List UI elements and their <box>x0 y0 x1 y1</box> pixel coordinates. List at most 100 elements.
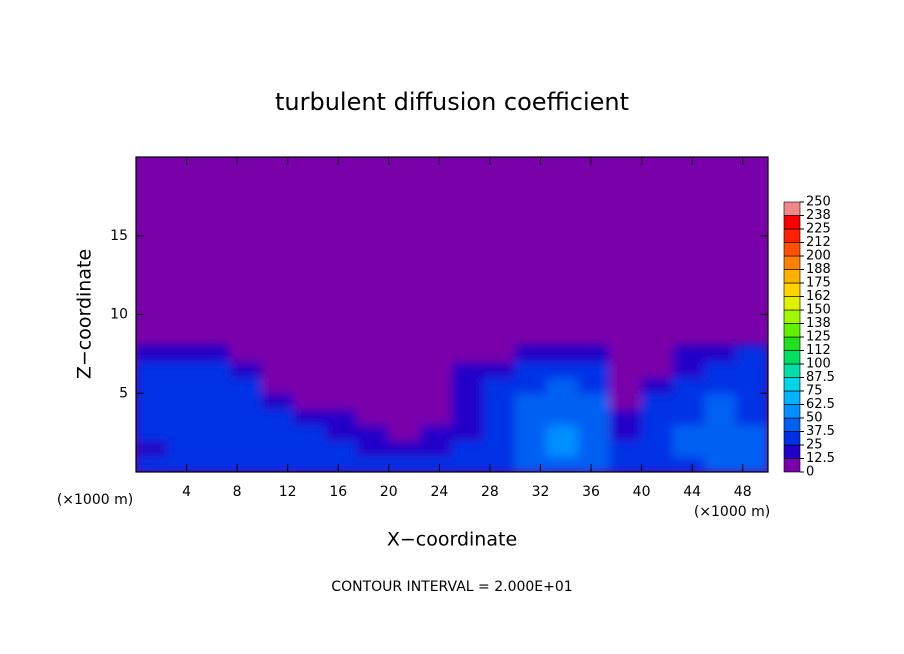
colorbar-label: 225 <box>806 222 831 237</box>
field-cell <box>230 440 263 457</box>
field-cell <box>167 455 200 472</box>
colorbar-label: 162 <box>806 289 831 304</box>
field-cell <box>577 345 611 363</box>
field-cell <box>261 424 295 441</box>
field-cell <box>704 408 737 426</box>
field-cell <box>609 408 643 426</box>
field-cell <box>325 361 358 378</box>
colorbar-band <box>783 282 801 297</box>
field-cell <box>325 455 358 472</box>
field-cell <box>577 455 611 472</box>
field-cell <box>514 377 548 394</box>
field-cell <box>136 345 169 363</box>
field-cell <box>167 408 200 426</box>
field-cell <box>136 424 169 441</box>
colorbar-label: 12.5 <box>806 451 835 466</box>
x-tick-label: 44 <box>683 484 701 500</box>
field-cell <box>325 345 358 363</box>
field-cell <box>230 408 263 426</box>
field-cell <box>672 377 706 394</box>
field-cell <box>641 424 674 441</box>
field-cell <box>672 392 706 410</box>
x-tick-label: 48 <box>734 484 752 500</box>
field-cell <box>735 455 768 472</box>
field-cell <box>704 440 737 457</box>
field-cell <box>735 361 768 378</box>
colorbar-label: 212 <box>806 235 831 250</box>
field-cell <box>230 377 263 394</box>
field-cell <box>704 424 737 441</box>
y-tick-label: 10 <box>110 307 128 323</box>
colorbar-band <box>783 323 801 338</box>
field-cell <box>483 345 516 363</box>
field-cell <box>451 377 485 394</box>
colorbar-label: 125 <box>806 330 831 345</box>
field-cell <box>356 424 390 441</box>
field-cell <box>514 408 548 426</box>
colorbar-band <box>783 444 801 459</box>
x-tick-label: 28 <box>481 484 499 500</box>
colorbar-label: 138 <box>806 316 831 331</box>
field-cell <box>230 455 263 472</box>
field-cell <box>514 440 548 457</box>
field-cell <box>483 392 516 410</box>
colorbar-band <box>783 269 801 284</box>
field-cell <box>483 408 516 426</box>
field-cell <box>672 345 706 363</box>
field-cell <box>546 392 579 410</box>
field-cell <box>293 424 327 441</box>
colorbar-label: 50 <box>806 411 823 426</box>
field-cell <box>451 455 485 472</box>
field-cell <box>546 345 579 363</box>
field-cell <box>546 377 579 394</box>
field-cell <box>483 440 516 457</box>
field-cell <box>735 408 768 426</box>
plot-area <box>136 157 768 472</box>
field-cell <box>577 440 611 457</box>
field-cell <box>325 440 358 457</box>
field-cell <box>514 455 548 472</box>
colorbar-label: 62.5 <box>806 397 835 412</box>
field-cell <box>735 424 768 441</box>
x-tick-label: 16 <box>329 484 347 500</box>
field-cell <box>167 440 200 457</box>
field-cell <box>641 455 674 472</box>
field-cell <box>198 408 232 426</box>
field-cell <box>451 440 485 457</box>
chart-title: turbulent diffusion coefficient <box>275 88 629 116</box>
field-cell <box>356 345 390 363</box>
field-cell <box>672 424 706 441</box>
colorbar-band <box>783 296 801 311</box>
colorbar-band <box>783 404 801 419</box>
field-cell <box>261 345 295 363</box>
colorbar-band <box>783 242 801 257</box>
field-cell <box>325 392 358 410</box>
field-cell <box>356 408 390 426</box>
field-cell <box>483 377 516 394</box>
field-cell <box>198 377 232 394</box>
field-cell <box>451 392 485 410</box>
colorbar-band <box>783 309 801 324</box>
field-cell <box>230 361 263 378</box>
field-cell <box>167 361 200 378</box>
y-tick-label: 5 <box>119 385 128 401</box>
x-tick-label: 12 <box>279 484 297 500</box>
field-cell <box>704 345 737 363</box>
field-cell <box>672 455 706 472</box>
colorbar: 012.52537.55062.57587.510011212513815016… <box>783 195 835 480</box>
field-cell <box>419 377 453 394</box>
field-cell <box>293 408 327 426</box>
field-cell <box>641 440 674 457</box>
colorbar-label: 238 <box>806 208 831 223</box>
field-cell <box>356 455 390 472</box>
field-cell <box>735 392 768 410</box>
field-cell <box>136 440 169 457</box>
field-cell <box>167 345 200 363</box>
colorbar-label: 175 <box>806 276 831 291</box>
colorbar-band <box>783 377 801 392</box>
field-cell <box>419 455 453 472</box>
field-cell <box>704 392 737 410</box>
colorbar-band <box>783 215 801 230</box>
colorbar-label: 87.5 <box>806 370 835 385</box>
